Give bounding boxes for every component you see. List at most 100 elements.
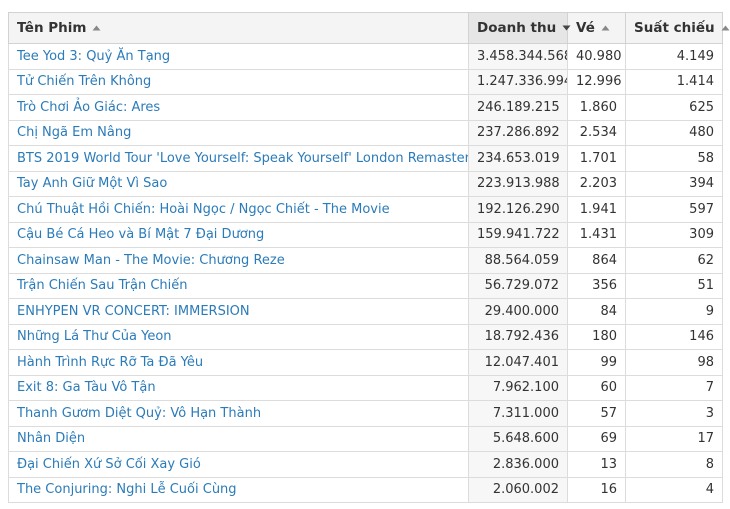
table-row: Tee Yod 3: Quỷ Ăn Tạng 3.458.344.568 40.98… — [8, 43, 723, 70]
movie-title[interactable]: Chị Ngã Em Nâng — [8, 119, 469, 146]
tickets: 13 — [567, 451, 626, 478]
revenue: 7.962.100 — [468, 374, 568, 401]
header-label: Vé — [576, 20, 595, 36]
header-cell[interactable]: Vé — [567, 12, 626, 44]
tickets: 1.431 — [567, 221, 626, 248]
revenue: 223.913.988 — [468, 170, 568, 197]
screenings: 146 — [625, 323, 723, 350]
tickets: 2.534 — [567, 119, 626, 146]
tickets: 864 — [567, 247, 626, 274]
table-row: Trận Chiến Sau Trận Chiến 56.729.072 356 51 — [8, 272, 723, 299]
table-row: Nhân Diện 5.648.600 69 17 — [8, 425, 723, 452]
screenings: 597 — [625, 196, 723, 223]
screenings: 394 — [625, 170, 723, 197]
tickets: 16 — [567, 476, 626, 503]
screenings: 4.149 — [625, 43, 723, 70]
tickets: 1.701 — [567, 145, 626, 172]
screenings: 309 — [625, 221, 723, 248]
tickets: 69 — [567, 425, 626, 452]
table-row: Trò Chơi Ảo Giác: Ares 246.189.215 1.860 62… — [8, 94, 723, 121]
table-row: Cậu Bé Cá Heo và Bí Mật 7 Đại Dương 159.9… — [8, 221, 723, 248]
movie-title[interactable]: Trò Chơi Ảo Giác: Ares — [8, 94, 469, 121]
screenings: 9 — [625, 298, 723, 325]
tickets: 1.860 — [567, 94, 626, 121]
table-row: Chainsaw Man - The Movie: Chương Reze 88.… — [8, 247, 723, 274]
movie-title[interactable]: Cậu Bé Cá Heo và Bí Mật 7 Đại Dương — [8, 221, 469, 248]
revenue: 2.836.000 — [468, 451, 568, 478]
sort-icon — [721, 25, 730, 31]
sort-icon — [601, 25, 610, 31]
revenue: 12.047.401 — [468, 349, 568, 376]
screenings: 51 — [625, 272, 723, 299]
movie-title[interactable]: Đại Chiến Xứ Sở Cối Xay Gió — [8, 451, 469, 478]
tickets: 180 — [567, 323, 626, 350]
header-label: Suất chiếu — [634, 20, 715, 36]
revenue: 234.653.019 — [468, 145, 568, 172]
screenings: 625 — [625, 94, 723, 121]
tickets: 2.203 — [567, 170, 626, 197]
header-label: Tên Phim — [17, 20, 87, 36]
table-row: Đại Chiến Xứ Sở Cối Xay Gió 2.836.000 13 8 — [8, 451, 723, 478]
tickets: 84 — [567, 298, 626, 325]
header-cell[interactable]: Tên Phim — [8, 12, 469, 44]
movie-title[interactable]: Tee Yod 3: Quỷ Ăn Tạng — [8, 43, 469, 70]
movie-title[interactable]: Tử Chiến Trên Không — [8, 68, 469, 95]
table-row: The Conjuring: Nghi Lễ Cuối Cùng 2.060.00… — [8, 476, 723, 503]
revenue: 3.458.344.568 — [468, 43, 568, 70]
movie-title[interactable]: Nhân Diện — [8, 425, 469, 452]
tickets: 99 — [567, 349, 626, 376]
table-row: Những Lá Thư Của Yeon 18.792.436 180 146 — [8, 323, 723, 350]
table-header: Tên Phim Doanh thu Vé Suất chiếu — [8, 12, 730, 44]
movie-title[interactable]: Trận Chiến Sau Trận Chiến — [8, 272, 469, 299]
movie-title[interactable]: Exit 8: Ga Tàu Vô Tận — [8, 374, 469, 401]
tickets: 40.980 — [567, 43, 626, 70]
screenings: 58 — [625, 145, 723, 172]
table-row: Chú Thuật Hồi Chiến: Hoài Ngọc / Ngọc Ch… — [8, 196, 723, 223]
movie-table: Tên Phim Doanh thu Vé Suất chiếu Tee Yod… — [8, 12, 730, 503]
screenings: 480 — [625, 119, 723, 146]
table-row: BTS 2019 World Tour 'Love Yourself: Spea… — [8, 145, 723, 172]
revenue: 56.729.072 — [468, 272, 568, 299]
header-cell[interactable]: Doanh thu — [468, 12, 571, 44]
table-container: Tên Phim Doanh thu Vé Suất chiếu Tee Yod… — [8, 12, 730, 503]
movie-title[interactable]: Tay Anh Giữ Một Vì Sao — [8, 170, 469, 197]
header-row: Tên Phim Doanh thu Vé Suất chiếu — [8, 12, 730, 44]
movie-title[interactable]: Thanh Gươm Diệt Quỷ: Vô Hạn Thành — [8, 400, 469, 427]
table-row: Thanh Gươm Diệt Quỷ: Vô Hạn Thành 7.311.0… — [8, 400, 723, 427]
movie-title[interactable]: Chú Thuật Hồi Chiến: Hoài Ngọc / Ngọc Ch… — [8, 196, 469, 223]
movie-title[interactable]: Chainsaw Man - The Movie: Chương Reze — [8, 247, 469, 274]
revenue: 237.286.892 — [468, 119, 568, 146]
revenue: 192.126.290 — [468, 196, 568, 223]
header-cell[interactable]: Suất chiếu — [625, 12, 730, 44]
revenue: 1.247.336.994 — [468, 68, 568, 95]
movie-title[interactable]: Những Lá Thư Của Yeon — [8, 323, 469, 350]
screenings: 62 — [625, 247, 723, 274]
movie-title[interactable]: BTS 2019 World Tour 'Love Yourself: Spea… — [8, 145, 469, 172]
screenings: 4 — [625, 476, 723, 503]
table-row: ENHYPEN VR CONCERT: IMMERSION 29.400.000 8… — [8, 298, 723, 325]
table-body: Tee Yod 3: Quỷ Ăn Tạng 3.458.344.568 40.98… — [8, 43, 723, 503]
revenue: 7.311.000 — [468, 400, 568, 427]
revenue: 159.941.722 — [468, 221, 568, 248]
screenings: 1.414 — [625, 68, 723, 95]
table-row: Tay Anh Giữ Một Vì Sao 223.913.988 2.203 39… — [8, 170, 723, 197]
table-row: Hành Trình Rực Rỡ Ta Đã Yêu 12.047.401 99 9… — [8, 349, 723, 376]
tickets: 60 — [567, 374, 626, 401]
movie-title[interactable]: The Conjuring: Nghi Lễ Cuối Cùng — [8, 476, 469, 503]
revenue: 5.648.600 — [468, 425, 568, 452]
screenings: 98 — [625, 349, 723, 376]
revenue: 88.564.059 — [468, 247, 568, 274]
sort-icon — [562, 25, 571, 31]
revenue: 29.400.000 — [468, 298, 568, 325]
revenue: 18.792.436 — [468, 323, 568, 350]
table-row: Chị Ngã Em Nâng 237.286.892 2.534 480 — [8, 119, 723, 146]
movie-title[interactable]: ENHYPEN VR CONCERT: IMMERSION — [8, 298, 469, 325]
revenue: 246.189.215 — [468, 94, 568, 121]
tickets: 356 — [567, 272, 626, 299]
movie-title[interactable]: Hành Trình Rực Rỡ Ta Đã Yêu — [8, 349, 469, 376]
screenings: 8 — [625, 451, 723, 478]
tickets: 1.941 — [567, 196, 626, 223]
header-label: Doanh thu — [477, 20, 557, 36]
